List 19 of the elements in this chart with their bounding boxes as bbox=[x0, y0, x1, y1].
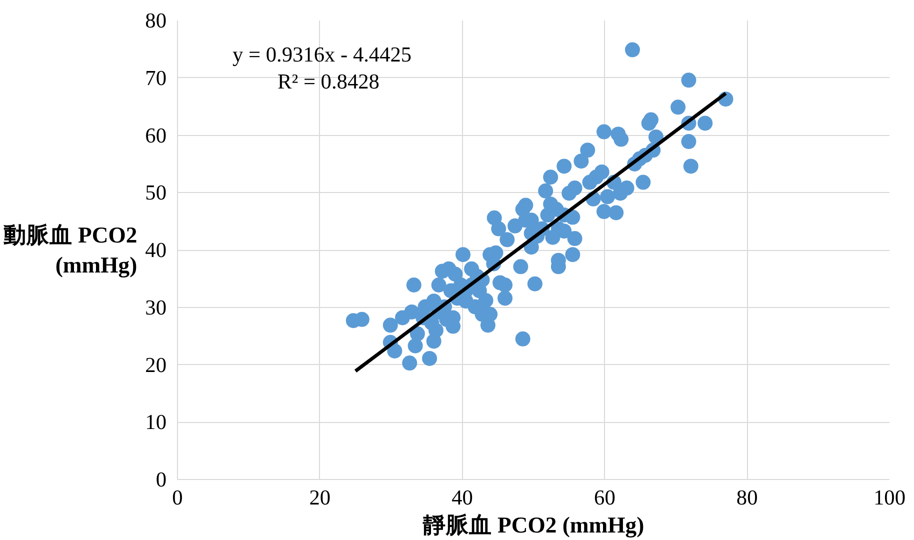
x-tick-label: 20 bbox=[309, 486, 331, 510]
y-tick-label: 10 bbox=[145, 410, 166, 434]
x-tick-label: 0 bbox=[172, 486, 183, 510]
x-tick-label: 40 bbox=[452, 486, 473, 510]
y-tick-label: 80 bbox=[145, 8, 166, 32]
y-tick-label: 50 bbox=[145, 180, 166, 205]
x-axis-title: 靜脈血 PCO2 (mmHg) bbox=[422, 512, 644, 538]
y-tick-label: 20 bbox=[145, 352, 166, 377]
y-axis-title: 動脈血 PCO2 (mmHg) bbox=[2, 222, 138, 278]
x-tick-label: 60 bbox=[594, 486, 616, 510]
annotation: R² = 0.8428 bbox=[278, 70, 380, 94]
annotation: y = 0.9316x - 4.4425 bbox=[232, 42, 412, 66]
x-tick-label: 100 bbox=[874, 486, 906, 510]
y-tick-label: 60 bbox=[145, 123, 166, 148]
y-tick-label: 70 bbox=[145, 66, 166, 90]
y-tick-label: 30 bbox=[145, 295, 166, 320]
y-tick-label: 40 bbox=[145, 238, 166, 262]
y-tick-label: 0 bbox=[156, 468, 167, 492]
x-tick-label: 80 bbox=[736, 486, 758, 510]
